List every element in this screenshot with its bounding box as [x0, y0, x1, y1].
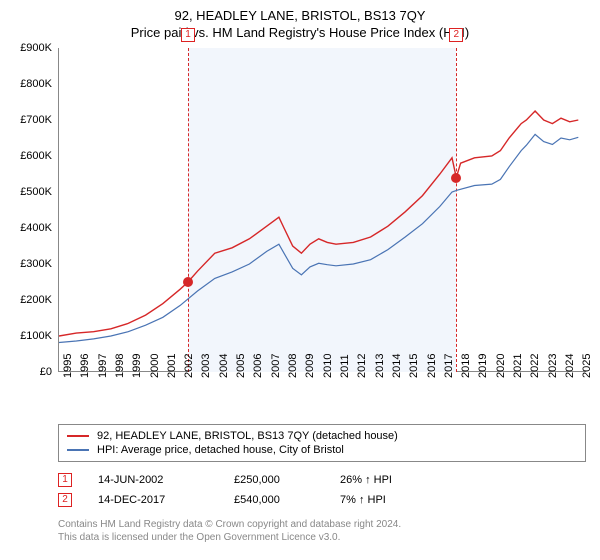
- x-tick-label: 2020: [495, 354, 507, 378]
- sale-price: £540,000: [234, 494, 314, 506]
- x-tick-label: 2002: [183, 354, 195, 378]
- y-tick-label: £600K: [20, 150, 52, 162]
- x-tick-label: 2022: [529, 354, 541, 378]
- x-tick-label: 1999: [131, 354, 143, 378]
- x-tick-label: 2014: [391, 354, 403, 378]
- sale-price: £250,000: [234, 474, 314, 486]
- x-tick-label: 1998: [114, 354, 126, 378]
- x-tick-label: 2001: [166, 354, 178, 378]
- x-tick-label: 2015: [408, 354, 420, 378]
- footer-line2: This data is licensed under the Open Gov…: [58, 531, 586, 544]
- x-tick-label: 2024: [564, 354, 576, 378]
- sale-flag-sq: 2: [58, 493, 72, 507]
- series-property: [59, 111, 578, 336]
- x-tick-label: 2012: [356, 354, 368, 378]
- x-tick-label: 2007: [270, 354, 282, 378]
- legend: 92, HEADLEY LANE, BRISTOL, BS13 7QY (det…: [58, 424, 586, 462]
- legend-swatch: [67, 449, 89, 451]
- x-tick-label: 2009: [304, 354, 316, 378]
- x-tick-label: 2023: [547, 354, 559, 378]
- plot-area: 12: [58, 48, 586, 372]
- x-tick-label: 2004: [218, 354, 230, 378]
- x-tick-label: 2013: [374, 354, 386, 378]
- x-tick-label: 2006: [252, 354, 264, 378]
- sale-marker: [183, 277, 193, 287]
- x-tick-label: 1996: [79, 354, 91, 378]
- footer: Contains HM Land Registry data © Crown c…: [58, 518, 586, 544]
- y-tick-label: £400K: [20, 222, 52, 234]
- x-tick-label: 2005: [235, 354, 247, 378]
- y-tick-label: £800K: [20, 78, 52, 90]
- legend-swatch: [67, 435, 89, 437]
- y-tick-label: £300K: [20, 258, 52, 270]
- sale-date: 14-DEC-2017: [98, 494, 208, 506]
- x-tick-label: 2025: [581, 354, 593, 378]
- sale-row: 2 14-DEC-2017 £540,000 7% ↑ HPI: [58, 490, 586, 510]
- sale-flag: 2: [449, 28, 463, 42]
- sale-diff: 7% ↑ HPI: [340, 494, 440, 506]
- x-tick-label: 2018: [460, 354, 472, 378]
- sale-flag: 1: [181, 28, 195, 42]
- x-tick-label: 1995: [62, 354, 74, 378]
- sale-flag-sq: 1: [58, 473, 72, 487]
- y-tick-label: £700K: [20, 114, 52, 126]
- y-tick-label: £500K: [20, 186, 52, 198]
- x-tick-label: 1997: [97, 354, 109, 378]
- sale-marker: [451, 173, 461, 183]
- chart-title: 92, HEADLEY LANE, BRISTOL, BS13 7QY: [14, 8, 586, 23]
- x-tick-label: 2011: [339, 354, 351, 378]
- x-tick-label: 2000: [149, 354, 161, 378]
- chart-subtitle: Price paid vs. HM Land Registry's House …: [14, 25, 586, 40]
- x-tick-label: 2008: [287, 354, 299, 378]
- x-tick-label: 2010: [322, 354, 334, 378]
- footer-line1: Contains HM Land Registry data © Crown c…: [58, 518, 586, 531]
- sale-date: 14-JUN-2002: [98, 474, 208, 486]
- sales-table: 1 14-JUN-2002 £250,000 26% ↑ HPI 2 14-DEC-201…: [58, 470, 586, 510]
- y-tick-label: £0: [40, 366, 52, 378]
- x-tick-label: 2016: [426, 354, 438, 378]
- line-chart: [59, 48, 587, 372]
- legend-row: HPI: Average price, detached house, City…: [67, 443, 577, 457]
- x-tick-label: 2019: [477, 354, 489, 378]
- x-tick-label: 2017: [443, 354, 455, 378]
- legend-label: 92, HEADLEY LANE, BRISTOL, BS13 7QY (det…: [97, 430, 398, 442]
- x-tick-label: 2021: [512, 354, 524, 378]
- x-tick-label: 2003: [200, 354, 212, 378]
- y-tick-label: £200K: [20, 294, 52, 306]
- legend-row: 92, HEADLEY LANE, BRISTOL, BS13 7QY (det…: [67, 429, 577, 443]
- y-tick-label: £900K: [20, 42, 52, 54]
- chart-stage: 12 £0 £100K £200K £300K £400K £500K £600K £700K…: [14, 44, 586, 422]
- sale-row: 1 14-JUN-2002 £250,000 26% ↑ HPI: [58, 470, 586, 490]
- y-tick-label: £100K: [20, 330, 52, 342]
- sale-diff: 26% ↑ HPI: [340, 474, 440, 486]
- legend-label: HPI: Average price, detached house, City…: [97, 444, 344, 456]
